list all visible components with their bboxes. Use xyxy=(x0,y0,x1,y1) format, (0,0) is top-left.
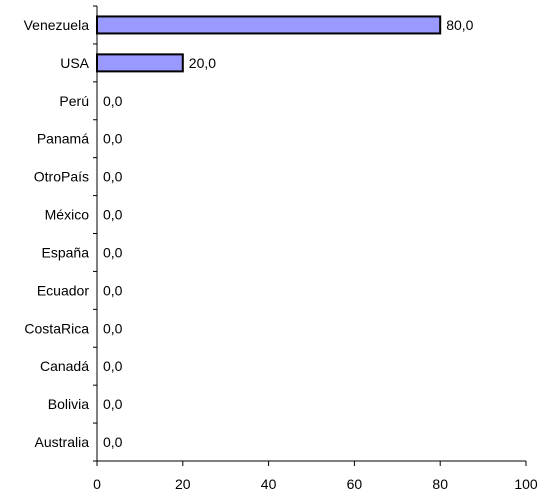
category-label: Ecuador xyxy=(37,282,89,298)
category-label: Perú xyxy=(59,93,89,109)
value-label: 20,0 xyxy=(189,55,216,71)
category-label: México xyxy=(45,207,90,223)
value-label: 0,0 xyxy=(103,244,123,260)
value-label: 0,0 xyxy=(103,396,123,412)
value-label: 0,0 xyxy=(103,358,123,374)
category-label: Panamá xyxy=(37,131,89,147)
category-label: Bolivia xyxy=(48,396,89,412)
value-label: 0,0 xyxy=(103,282,123,298)
x-tick-label: 80 xyxy=(432,476,448,492)
category-label: España xyxy=(42,244,90,260)
value-label: 0,0 xyxy=(103,434,123,450)
value-label: 0,0 xyxy=(103,93,123,109)
x-tick-label: 100 xyxy=(514,476,538,492)
axes-layer xyxy=(93,5,527,466)
category-label: Canadá xyxy=(40,358,89,374)
bar-0 xyxy=(96,15,442,35)
value-label: 80,0 xyxy=(446,17,473,33)
labels-layer: Venezuela 80,0 USA 20,0 Perú 0,0 Panamá 0,0 Otro… xyxy=(24,17,538,492)
x-tick-label: 20 xyxy=(175,476,191,492)
value-label: 0,0 xyxy=(103,207,123,223)
x-tick-label: 40 xyxy=(261,476,277,492)
value-label: 0,0 xyxy=(103,169,123,185)
category-label: OtroPaís xyxy=(34,169,89,185)
category-label: Venezuela xyxy=(24,17,90,33)
category-label: CostaRica xyxy=(24,320,89,336)
category-label: USA xyxy=(60,55,89,71)
x-tick-label: 60 xyxy=(347,476,363,492)
x-tick-label: 0 xyxy=(93,476,101,492)
value-label: 0,0 xyxy=(103,320,123,336)
value-label: 0,0 xyxy=(103,131,123,147)
category-label: Australia xyxy=(35,434,90,450)
bar-1 xyxy=(96,53,184,73)
bars-layer xyxy=(96,15,442,73)
